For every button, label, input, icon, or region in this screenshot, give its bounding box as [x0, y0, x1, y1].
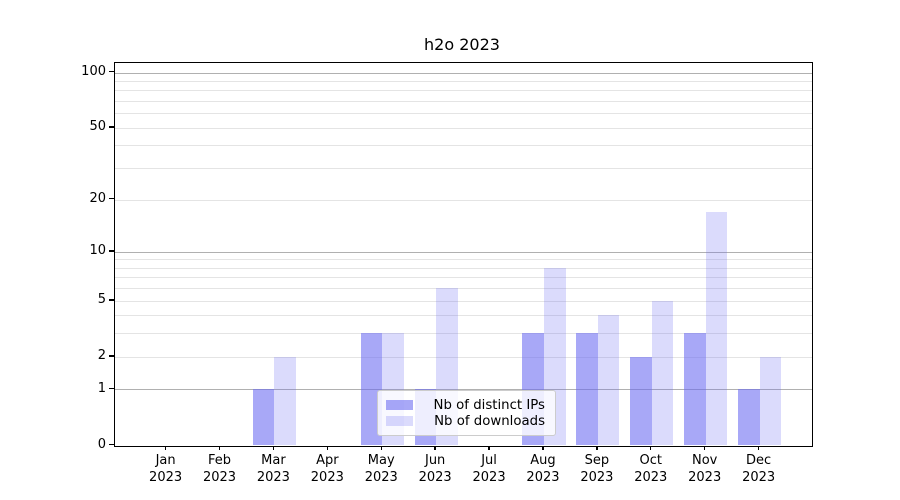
gridline-major-1 [114, 389, 812, 391]
x-tick-mark-sep [596, 445, 598, 451]
x-tick-label-oct-2023: Oct 2023 [616, 452, 686, 486]
x-tick-label-feb-2023: Feb 2023 [185, 452, 255, 486]
x-tick-year: 2023 [742, 470, 776, 485]
y-tick-label-10: 10 [89, 243, 106, 259]
y-tick-mark-1 [109, 387, 114, 390]
legend-label-downloads: Nb of downloads [434, 413, 545, 429]
bar-distinct_ips-dec [738, 389, 760, 446]
x-tick-year: 2023 [364, 470, 398, 485]
x-tick-label-jan-2023: Jan 2023 [131, 452, 201, 486]
x-tick-year: 2023 [256, 470, 290, 485]
x-tick-year: 2023 [149, 470, 183, 485]
x-tick-mark-jun [434, 445, 436, 451]
gridline-minor-20 [114, 199, 812, 201]
bar-distinct_ips-oct [630, 356, 652, 446]
bar-distinct_ips-sep [576, 333, 598, 446]
x-tick-mark-dec [757, 445, 760, 451]
x-tick-mark-aug [542, 445, 544, 451]
y-tick-label-20: 20 [89, 191, 106, 206]
x-tick-year: 2023 [418, 470, 452, 485]
x-tick-year: 2023 [580, 470, 614, 485]
bar-downloads-dec [759, 356, 782, 446]
gridline-minor-6 [114, 288, 812, 290]
gridline-minor-30 [114, 168, 812, 170]
gridline-major-100 [114, 72, 812, 74]
y-tick-mark-10 [109, 250, 114, 252]
gridline-minor-9 [114, 259, 812, 261]
bar-distinct_ips-mar [252, 389, 275, 446]
bar-downloads-mar [274, 356, 296, 446]
y-tick-mark-20 [109, 198, 114, 200]
y-tick-mark-2 [109, 355, 114, 357]
y-tick-mark-5 [109, 299, 114, 301]
bar-distinct_ips-nov [684, 333, 706, 446]
y-tick-label-0: 0 [97, 437, 106, 452]
x-tick-year: 2023 [526, 470, 560, 485]
bar-downloads-oct [651, 300, 674, 446]
y-tick-label-2: 2 [97, 348, 106, 364]
x-tick-year: 2023 [688, 470, 722, 485]
legend-item-distinct-ips: Nb of distinct IPs [386, 397, 545, 413]
x-tick-year: 2023 [310, 470, 344, 485]
x-tick-mark-may [380, 445, 382, 451]
x-tick-label-may-2023: May 2023 [346, 452, 416, 486]
y-tick-mark-50 [109, 126, 114, 128]
x-tick-year: 2023 [634, 470, 668, 485]
bar-downloads-nov [705, 211, 728, 446]
chart-title: h2o 2023 [424, 35, 500, 54]
legend-swatch-distinct-ips [386, 400, 413, 410]
y-tick-label-50: 50 [89, 119, 106, 135]
x-tick-label-jul-2023: Jul 2023 [454, 452, 524, 486]
gridline-minor-7 [114, 277, 812, 279]
x-tick-mark-feb [218, 445, 221, 451]
gridline-minor-90 [114, 81, 812, 83]
x-tick-mark-mar [272, 445, 275, 451]
bar-downloads-sep [597, 315, 620, 446]
y-tick-mark-0 [109, 444, 114, 446]
legend-label-distinct-ips: Nb of distinct IPs [433, 397, 545, 413]
x-tick-label-dec-2023: Dec 2023 [724, 452, 794, 486]
gridline-minor-40 [114, 145, 812, 147]
x-tick-label-sep-2023: Sep 2023 [562, 452, 632, 486]
gridline-minor-4 [114, 315, 812, 317]
x-tick-year: 2023 [202, 470, 237, 485]
x-tick-mark-oct [650, 445, 652, 451]
gridline-minor-5 [114, 300, 812, 302]
gridline-minor-60 [114, 113, 812, 115]
gridline-minor-3 [114, 333, 812, 335]
x-tick-mark-nov [704, 445, 706, 451]
x-tick-mark-jan [164, 445, 167, 451]
y-tick-label-1: 1 [97, 380, 106, 396]
gridline-minor-2 [114, 356, 812, 358]
gridline-minor-8 [114, 267, 812, 269]
x-tick-label-apr-2023: Apr 2023 [292, 452, 362, 486]
y-tick-label-5: 5 [97, 292, 106, 308]
legend-item-downloads: Nb of downloads [386, 413, 545, 429]
x-tick-label-jun-2023: Jun 2023 [400, 452, 470, 486]
x-tick-label-nov-2023: Nov 2023 [670, 452, 740, 486]
x-tick-mark-apr [326, 445, 329, 451]
gridline-minor-80 [114, 90, 812, 92]
bar-distinct_ips-may [360, 333, 383, 446]
x-tick-label-aug-2023: Aug 2023 [508, 452, 578, 486]
x-tick-label-mar-2023: Mar 2023 [238, 452, 308, 486]
legend: Nb of distinct IPs Nb of downloads [377, 390, 556, 436]
plot-area [113, 61, 813, 447]
x-tick-mark-jul [488, 445, 490, 451]
y-tick-mark-100 [109, 71, 114, 73]
gridline-minor-50 [114, 127, 812, 129]
gridline-minor-70 [114, 101, 812, 103]
legend-swatch-downloads [386, 416, 413, 426]
x-tick-year: 2023 [472, 470, 506, 485]
y-tick-label-100: 100 [81, 64, 106, 80]
gridline-major-10 [114, 251, 812, 253]
